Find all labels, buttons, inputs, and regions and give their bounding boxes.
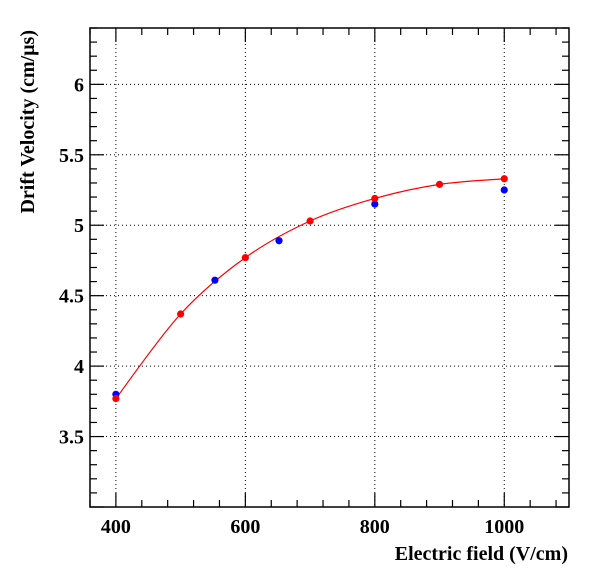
series-1-point [241, 254, 249, 262]
x-tick-label: 400 [101, 516, 131, 538]
series-lines [115, 178, 505, 399]
series-1-point [306, 217, 314, 225]
x-tick-label: 800 [360, 516, 390, 538]
y-axis-title: Drift Velocity (cm/μs) [17, 30, 39, 214]
series-0-point [500, 186, 508, 194]
series-0-point [371, 200, 379, 208]
series-0-point [211, 276, 219, 284]
series-points [112, 175, 508, 403]
series-1-point [500, 175, 508, 183]
y-tick-labels: 3.5 4 4.5 5 5.5 6 [59, 74, 84, 448]
y-tick-label: 5 [74, 215, 84, 237]
x-tick-label: 1000 [484, 516, 524, 538]
axis-ticks [89, 27, 569, 508]
x-tick-labels: 400 600 800 1000 [101, 516, 524, 538]
series-1-point [112, 394, 120, 403]
x-tick-label: 600 [230, 516, 260, 538]
y-tick-label: 4.5 [59, 286, 84, 308]
series-1-point [371, 194, 379, 203]
y-tick-label: 6 [74, 74, 84, 96]
y-tick-label: 4 [74, 356, 84, 378]
x-axis-title: Electric field (V/cm) [395, 543, 568, 565]
series-1-point [435, 180, 444, 188]
series-1-line [115, 178, 505, 399]
y-tick-label: 3.5 [59, 427, 84, 449]
plot-frame [89, 27, 570, 508]
series-1-point [177, 310, 185, 318]
grid-lines [90, 28, 569, 507]
plot-border [89, 27, 570, 508]
series-0-point [275, 237, 283, 245]
y-tick-label: 5.5 [59, 145, 84, 167]
